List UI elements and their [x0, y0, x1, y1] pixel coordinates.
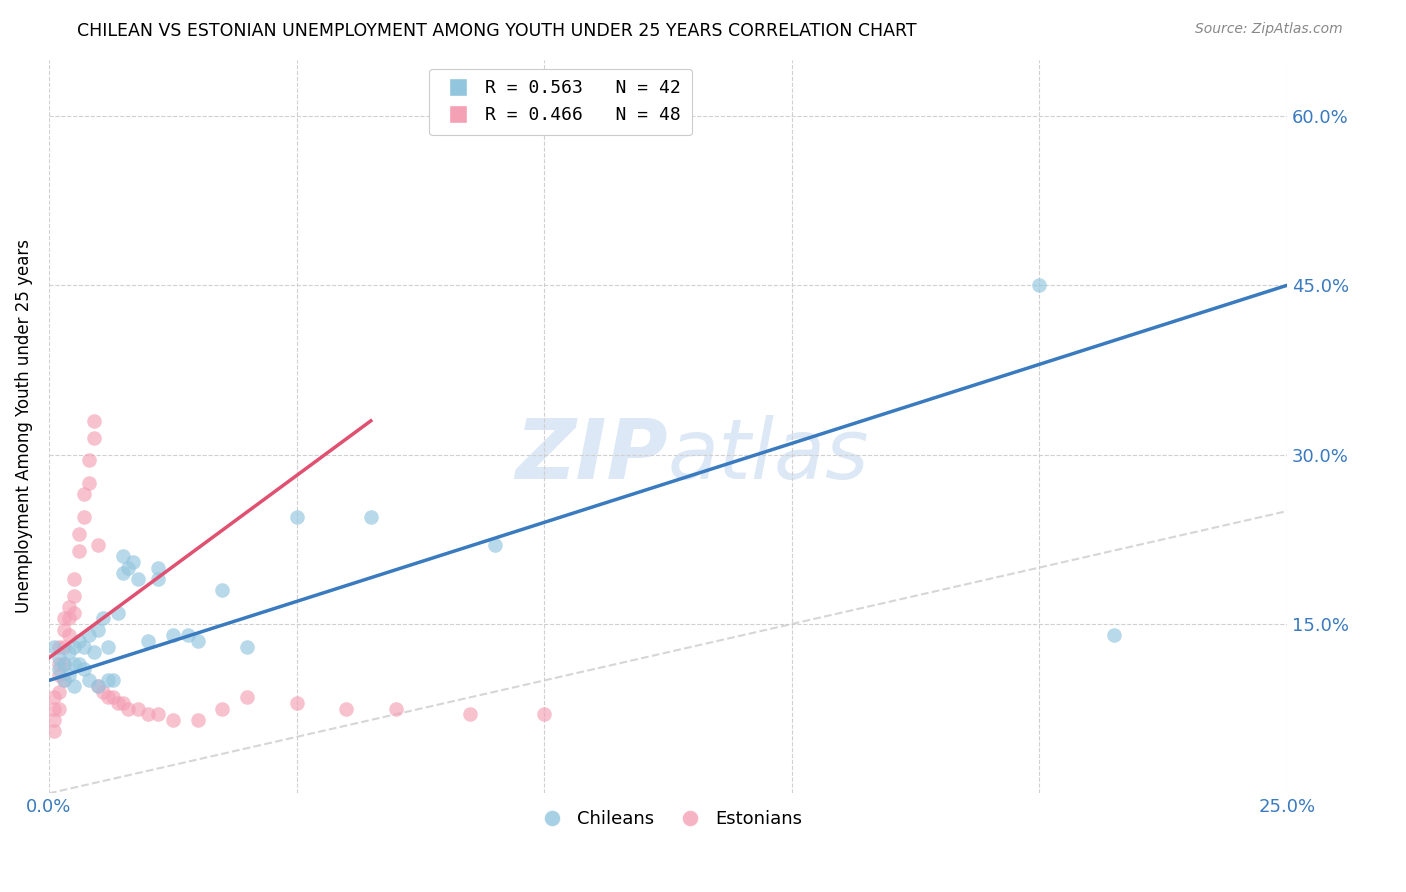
Point	[48, 685, 70, 699]
Point	[83, 645, 105, 659]
Point	[162, 628, 184, 642]
Point	[122, 555, 145, 569]
Point	[42, 640, 65, 654]
Point	[77, 628, 100, 642]
Point	[211, 583, 233, 598]
Point	[48, 668, 70, 682]
Point	[176, 628, 198, 642]
Point	[72, 487, 94, 501]
Point	[1028, 278, 1050, 293]
Point	[58, 600, 80, 615]
Point	[146, 560, 169, 574]
Point	[103, 690, 125, 705]
Point	[52, 657, 75, 671]
Point	[117, 701, 139, 715]
Text: atlas: atlas	[668, 416, 869, 496]
Point	[52, 673, 75, 688]
Point	[67, 526, 90, 541]
Point	[62, 640, 84, 654]
Point	[48, 651, 70, 665]
Point	[127, 701, 149, 715]
Point	[458, 707, 481, 722]
Point	[136, 707, 159, 722]
Point	[87, 623, 110, 637]
Point	[97, 640, 120, 654]
Point	[136, 634, 159, 648]
Point	[93, 685, 115, 699]
Point	[58, 645, 80, 659]
Point	[83, 414, 105, 428]
Point	[62, 589, 84, 603]
Point	[62, 679, 84, 693]
Point	[360, 509, 382, 524]
Point	[93, 611, 115, 625]
Point	[117, 560, 139, 574]
Text: CHILEAN VS ESTONIAN UNEMPLOYMENT AMONG YOUTH UNDER 25 YEARS CORRELATION CHART: CHILEAN VS ESTONIAN UNEMPLOYMENT AMONG Y…	[77, 22, 917, 40]
Point	[52, 611, 75, 625]
Point	[484, 538, 506, 552]
Point	[83, 431, 105, 445]
Point	[42, 713, 65, 727]
Point	[97, 690, 120, 705]
Point	[77, 475, 100, 490]
Point	[52, 673, 75, 688]
Point	[107, 696, 129, 710]
Point	[533, 707, 555, 722]
Point	[42, 724, 65, 739]
Point	[87, 538, 110, 552]
Text: Source: ZipAtlas.com: Source: ZipAtlas.com	[1195, 22, 1343, 37]
Point	[67, 657, 90, 671]
Point	[112, 696, 135, 710]
Point	[67, 634, 90, 648]
Point	[52, 640, 75, 654]
Point	[146, 707, 169, 722]
Point	[72, 640, 94, 654]
Point	[87, 679, 110, 693]
Point	[42, 701, 65, 715]
Point	[42, 690, 65, 705]
Point	[236, 640, 259, 654]
Point	[52, 623, 75, 637]
Point	[77, 673, 100, 688]
Text: ZIP: ZIP	[515, 416, 668, 496]
Point	[72, 662, 94, 676]
Point	[1102, 628, 1125, 642]
Point	[48, 657, 70, 671]
Point	[285, 509, 308, 524]
Point	[58, 628, 80, 642]
Point	[62, 606, 84, 620]
Point	[186, 634, 208, 648]
Point	[62, 657, 84, 671]
Point	[162, 713, 184, 727]
Point	[335, 701, 357, 715]
Point	[58, 668, 80, 682]
Point	[285, 696, 308, 710]
Point	[236, 690, 259, 705]
Point	[186, 713, 208, 727]
Point	[52, 657, 75, 671]
Point	[97, 673, 120, 688]
Point	[48, 640, 70, 654]
Point	[58, 611, 80, 625]
Point	[103, 673, 125, 688]
Point	[112, 566, 135, 581]
Point	[211, 701, 233, 715]
Point	[127, 572, 149, 586]
Legend: Chileans, Estonians: Chileans, Estonians	[526, 803, 810, 836]
Point	[72, 509, 94, 524]
Point	[107, 606, 129, 620]
Point	[77, 453, 100, 467]
Y-axis label: Unemployment Among Youth under 25 years: Unemployment Among Youth under 25 years	[15, 239, 32, 614]
Point	[48, 701, 70, 715]
Point	[384, 701, 406, 715]
Point	[146, 572, 169, 586]
Point	[62, 572, 84, 586]
Point	[48, 662, 70, 676]
Point	[87, 679, 110, 693]
Point	[112, 549, 135, 564]
Point	[67, 543, 90, 558]
